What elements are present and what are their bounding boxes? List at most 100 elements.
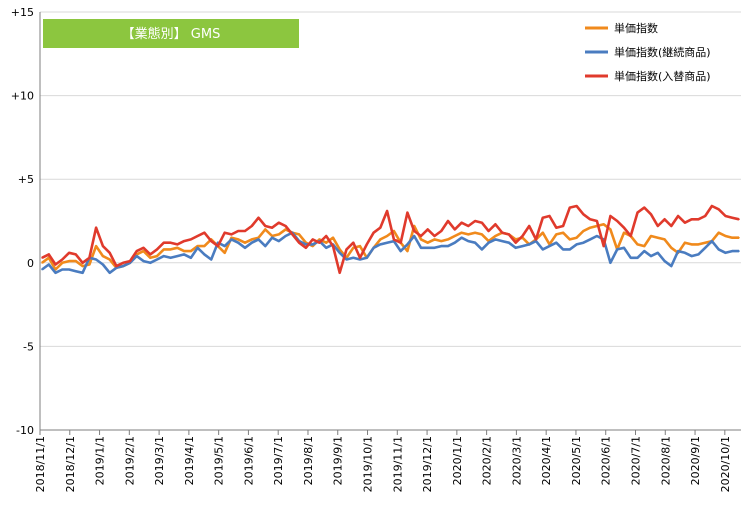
data-point [271,236,273,239]
data-point [190,257,192,259]
data-point [677,215,679,217]
data-point [386,235,388,237]
x-tick-label: 2019/9/1 [332,436,345,485]
data-point [271,235,273,237]
data-point [521,245,524,247]
data-point [54,268,57,271]
data-point [596,220,598,222]
data-point [643,245,646,247]
data-point [514,241,517,244]
data-point [704,215,706,217]
data-point [704,241,706,244]
data-point [129,260,131,262]
data-point [481,233,483,236]
data-point [629,235,632,237]
data-point [393,238,395,241]
title-background [43,19,299,48]
data-point [555,226,558,229]
data-point [169,248,172,251]
data-point [176,255,179,257]
data-point [122,262,124,264]
data-point [420,238,422,241]
data-point [332,236,334,239]
data-point [169,241,172,244]
data-point [589,226,591,229]
data-point [738,250,740,252]
data-point [379,226,382,229]
data-point [196,235,199,237]
data-point [535,238,537,241]
data-point [663,218,666,221]
x-tick-label: 2019/1/1 [94,436,107,485]
x-tick-label: 2020/4/1 [540,436,553,485]
data-point [142,250,145,252]
data-point [433,238,436,241]
data-point [338,252,341,254]
x-tick-label: 2019/2/1 [123,436,136,485]
data-point [386,241,388,244]
data-point [156,255,158,257]
data-point [176,243,179,246]
data-point [440,245,443,247]
data-point [582,213,585,216]
data-point [575,205,578,207]
data-point [494,238,497,241]
y-tick-labels: +15 +10 +5 0 -5 -10 [11,6,34,437]
x-tick-label: 2018/12/1 [64,436,77,492]
data-point [163,241,165,244]
title-box: 【業態別】 GMS [43,19,299,48]
data-point [690,255,693,257]
data-point [68,252,70,254]
data-point [325,241,328,244]
data-point [494,223,497,226]
data-point [481,248,483,251]
data-point [717,248,720,251]
data-point [420,235,422,237]
data-point [447,245,449,247]
data-point [108,252,111,254]
data-point [528,225,530,227]
data-point [190,250,192,252]
data-point [102,255,104,257]
data-point [562,231,564,234]
data-point [163,248,165,251]
data-point [460,236,463,239]
data-point [589,218,591,221]
data-point [562,248,564,251]
data-point [217,245,219,247]
x-tick-label: 2020/2/1 [481,436,494,485]
data-point [657,225,659,227]
data-point [190,238,192,241]
data-point [623,247,625,249]
x-tick-label: 2019/11/1 [391,436,404,492]
data-point [454,228,456,231]
data-point [311,243,314,246]
data-point [481,221,483,224]
data-point [311,245,314,247]
data-point [61,258,64,261]
data-point [670,247,673,249]
data-point [183,253,185,256]
data-point [135,255,138,257]
data-point [460,221,463,224]
data-point [115,265,118,267]
series-line-0 [41,223,739,271]
x-tick-label: 2019/12/1 [421,436,434,492]
legend-label-1: 単価指数(継続商品) [614,45,711,59]
series-line-1 [41,231,739,275]
data-point [521,235,524,237]
series-1 [41,231,740,275]
data-point [48,257,50,259]
data-point [657,236,659,239]
data-point [569,248,571,251]
y-tick-label: 0 [27,257,34,270]
data-point [41,257,43,259]
data-point [68,260,70,262]
data-point [413,235,416,237]
data-point [257,216,260,219]
data-point [176,247,179,249]
x-tick-label: 2019/10/1 [362,436,375,492]
data-point [717,208,720,211]
data-point [81,265,84,267]
data-point [352,247,355,249]
